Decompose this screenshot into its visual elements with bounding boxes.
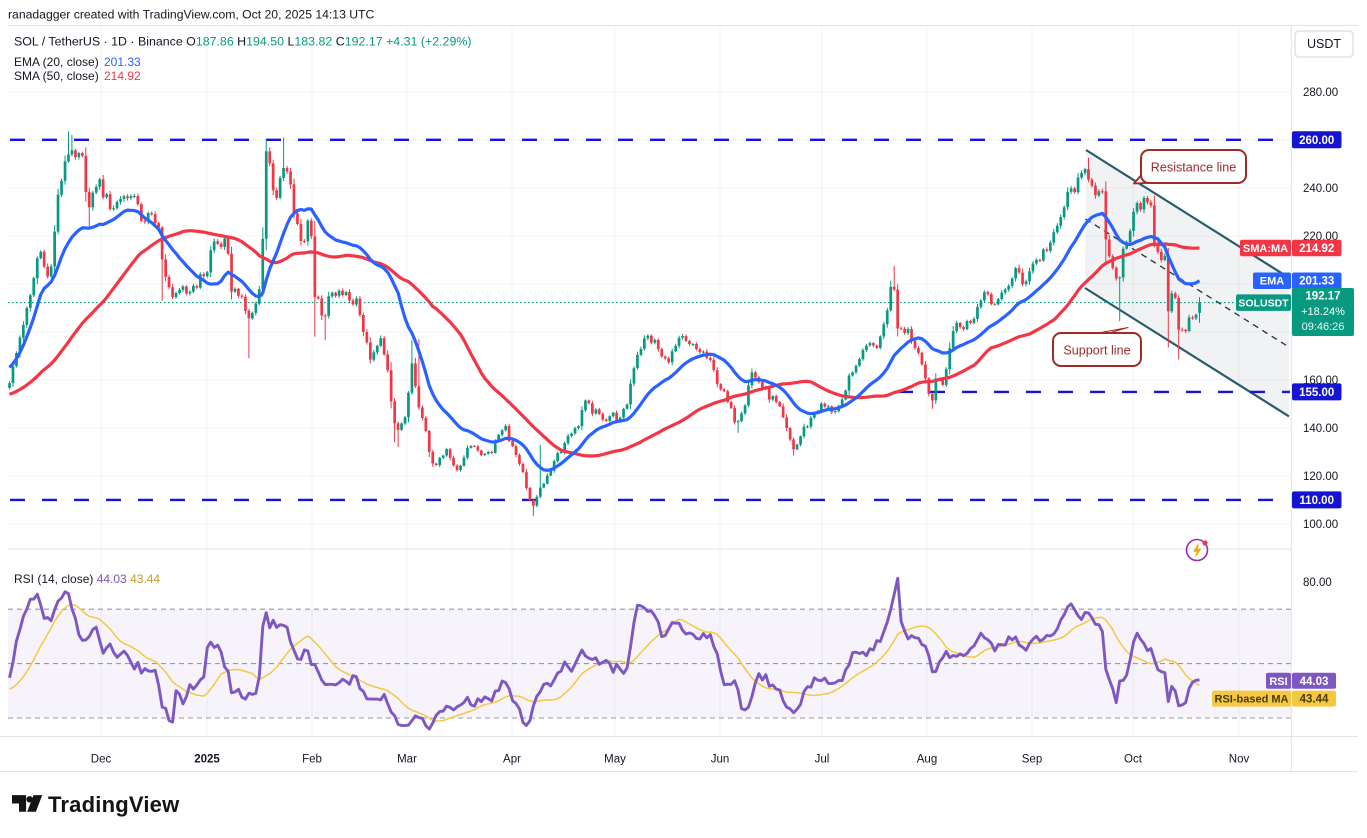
- svg-text:EMA (20, close) 201.33: EMA (20, close) 201.33: [14, 55, 141, 69]
- svg-text:09:46:26: 09:46:26: [1302, 321, 1345, 333]
- svg-text:SOL / TetherUS · 1D · Binance: SOL / TetherUS · 1D · Binance O187.86 H1…: [14, 35, 471, 49]
- svg-text:Dec: Dec: [91, 754, 112, 766]
- svg-text:ranadagger created with Tradin: ranadagger created with TradingView.com,…: [8, 8, 374, 22]
- svg-text:Aug: Aug: [917, 754, 937, 766]
- svg-text:Resistance line: Resistance line: [1151, 161, 1236, 175]
- svg-text:SMA (50, close) 214.92: SMA (50, close) 214.92: [14, 69, 141, 83]
- svg-text:201.33: 201.33: [1299, 276, 1334, 288]
- svg-text:USDT: USDT: [1307, 37, 1341, 51]
- svg-text:RSI: RSI: [1269, 676, 1287, 688]
- svg-text:Mar: Mar: [397, 754, 417, 766]
- svg-text:Oct: Oct: [1124, 754, 1143, 766]
- svg-text:43.44: 43.44: [1300, 694, 1329, 706]
- svg-text:240.00: 240.00: [1303, 183, 1338, 195]
- svg-text:80.00: 80.00: [1303, 577, 1332, 589]
- svg-text:155.00: 155.00: [1299, 387, 1334, 399]
- svg-text:260.00: 260.00: [1299, 135, 1334, 147]
- svg-text:Apr: Apr: [503, 754, 521, 766]
- svg-text:RSI-based MA: RSI-based MA: [1215, 694, 1289, 706]
- svg-text:100.00: 100.00: [1303, 519, 1338, 531]
- svg-text:44.03: 44.03: [1300, 676, 1329, 688]
- svg-text:280.00: 280.00: [1303, 87, 1338, 99]
- svg-text:140.00: 140.00: [1303, 423, 1338, 435]
- svg-text:214.92: 214.92: [1299, 243, 1334, 255]
- svg-text:Support line: Support line: [1063, 344, 1130, 358]
- svg-text:110.00: 110.00: [1299, 495, 1334, 507]
- svg-text:2025: 2025: [194, 754, 220, 766]
- svg-text:SOLUSDT: SOLUSDT: [1238, 297, 1289, 309]
- svg-text:Nov: Nov: [1229, 754, 1250, 766]
- svg-text:+18.24%: +18.24%: [1301, 306, 1345, 318]
- svg-text:Sep: Sep: [1022, 754, 1042, 766]
- svg-text:192.17: 192.17: [1305, 291, 1340, 303]
- svg-text:RSI (14, close) 44.03 43.44: RSI (14, close) 44.03 43.44: [14, 572, 160, 586]
- svg-text:May: May: [604, 754, 626, 766]
- svg-text:120.00: 120.00: [1303, 471, 1338, 483]
- svg-text:Jun: Jun: [711, 754, 730, 766]
- svg-text:Jul: Jul: [815, 754, 830, 766]
- svg-text:TradingView: TradingView: [48, 792, 180, 817]
- svg-text:SMA:MA: SMA:MA: [1243, 243, 1288, 255]
- svg-text:EMA: EMA: [1260, 276, 1285, 288]
- svg-text:Feb: Feb: [302, 754, 322, 766]
